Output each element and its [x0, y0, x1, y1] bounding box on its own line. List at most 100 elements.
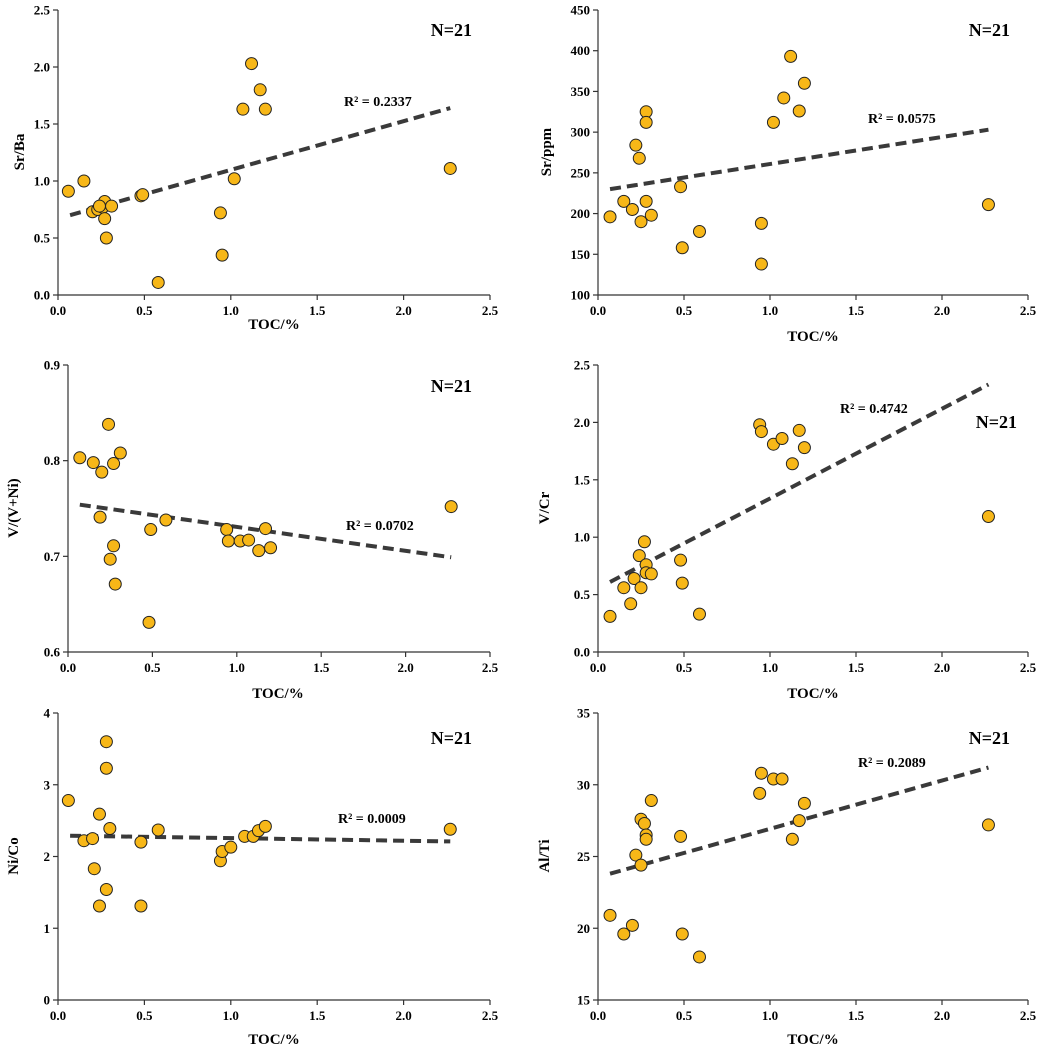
x-tick-label: 1.5 — [848, 303, 865, 318]
y-tick-label: 2 — [44, 849, 51, 864]
data-point — [637, 535, 651, 549]
data-point — [644, 794, 658, 808]
data-point — [674, 553, 688, 567]
r2-label: R² = 0.2089 — [858, 756, 926, 771]
data-point — [103, 552, 117, 566]
data-point — [792, 104, 806, 118]
data-point — [258, 102, 272, 116]
data-point — [99, 761, 113, 775]
r2-label: R² = 0.0575 — [868, 112, 936, 127]
data-point — [797, 76, 811, 90]
x-tick-label: 1.5 — [848, 660, 865, 675]
data-point — [144, 523, 158, 537]
data-point — [443, 822, 457, 836]
x-axis-title: TOC/% — [248, 1032, 299, 1048]
data-point — [754, 257, 768, 271]
data-point — [113, 446, 127, 460]
y-tick-label: 0.0 — [574, 645, 590, 660]
y-tick-label: 150 — [571, 247, 591, 262]
data-point — [981, 198, 995, 212]
data-point — [629, 848, 643, 862]
r2-label: R² = 0.4742 — [840, 402, 908, 417]
data-point — [61, 184, 75, 198]
panel-ni-co: N=21 R² = 0.0009 TOC/% Ni/Co 0.0 0.5 1.0 1.… — [6, 706, 499, 1049]
y-tick-label: 1.0 — [34, 174, 50, 189]
y-tick-label: 25 — [577, 849, 591, 864]
data-point — [692, 950, 706, 964]
y-tick-label: 350 — [571, 84, 591, 99]
y-tick-label: 250 — [571, 165, 591, 180]
data-point — [151, 275, 165, 289]
data-point — [639, 115, 653, 129]
panel-al-ti: N=21 R² = 0.2089 TOC/% Al/Ti 0.0 0.5 1.0 1.… — [537, 706, 1037, 1049]
data-point — [639, 194, 653, 208]
trendline — [70, 833, 451, 844]
x-tick-label: 1.0 — [762, 660, 778, 675]
data-point — [644, 208, 658, 222]
data-point — [236, 102, 250, 116]
y-axis-title: V/Cr — [537, 491, 553, 524]
x-tick-label: 2.0 — [395, 1008, 411, 1023]
data-point — [264, 541, 278, 555]
x-axis-title: TOC/% — [248, 317, 299, 333]
x-tick-label: 2.0 — [934, 660, 950, 675]
data-point — [625, 203, 639, 216]
data-point — [444, 500, 458, 514]
data-point — [258, 819, 272, 833]
data-point — [797, 441, 811, 455]
y-tick-label: 200 — [571, 206, 591, 221]
data-point — [213, 206, 227, 220]
y-tick-label: 1 — [44, 921, 51, 936]
r2-label: R² = 0.0009 — [338, 812, 406, 827]
data-point — [220, 523, 234, 537]
x-tick-label: 1.0 — [762, 1008, 778, 1023]
data-point — [108, 577, 122, 591]
data-point — [61, 794, 75, 808]
data-point — [92, 807, 106, 821]
data-point — [603, 210, 617, 224]
data-point — [603, 609, 617, 623]
panel-sr-ba: N=21 R² = 0.2337 TOC/% Sr/Ba 0.0 0.5 1.0 1.… — [12, 3, 499, 334]
y-tick-label: 100 — [571, 288, 591, 303]
data-point — [766, 115, 780, 129]
data-point — [777, 91, 791, 105]
data-point — [102, 417, 116, 431]
x-axis-title: TOC/% — [787, 686, 838, 702]
data-point — [675, 576, 689, 590]
x-tick-label: 1.0 — [223, 1008, 239, 1023]
data-point — [629, 138, 643, 152]
data-point — [981, 818, 995, 832]
data-point — [692, 607, 706, 621]
x-tick-label: 1.0 — [229, 660, 245, 675]
n-label: N=21 — [431, 728, 472, 748]
y-tick-label: 0.5 — [34, 231, 51, 246]
data-point — [675, 927, 689, 941]
x-tick-label: 1.5 — [309, 1008, 326, 1023]
y-tick-label: 30 — [577, 777, 590, 792]
y-tick-label: 0 — [44, 993, 51, 1008]
data-point — [617, 194, 631, 208]
y-tick-label: 20 — [577, 921, 590, 936]
trendline — [609, 382, 990, 584]
data-point — [258, 522, 272, 536]
x-tick-label: 0.0 — [590, 1008, 606, 1023]
y-tick-label: 0.6 — [44, 645, 61, 660]
data-point — [107, 457, 121, 471]
x-tick-label: 0.5 — [136, 303, 153, 318]
x-tick-label: 1.0 — [223, 303, 239, 318]
x-tick-label: 2.0 — [395, 303, 411, 318]
y-tick-label: 0.0 — [34, 288, 50, 303]
x-tick-label: 0.0 — [50, 1008, 66, 1023]
x-tick-label: 2.5 — [482, 1008, 499, 1023]
y-axis-title: Al/Ti — [537, 839, 553, 872]
y-tick-label: 0.5 — [574, 587, 591, 602]
data-point — [784, 49, 798, 63]
x-axis-title: TOC/% — [787, 1032, 838, 1048]
r2-label: R² = 0.2337 — [344, 95, 412, 110]
data-point — [632, 151, 646, 165]
data-point — [754, 766, 768, 780]
data-point — [107, 539, 121, 553]
data-point — [775, 772, 789, 786]
data-point — [797, 796, 811, 810]
